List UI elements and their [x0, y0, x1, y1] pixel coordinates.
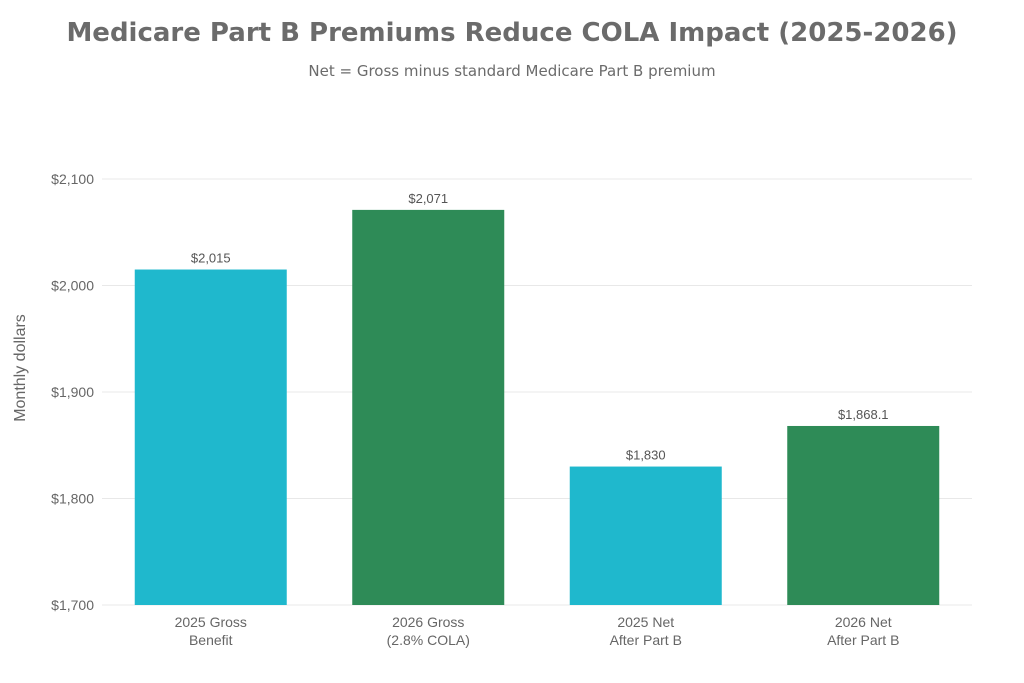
chart-title: Medicare Part B Premiums Reduce COLA Imp…: [66, 18, 958, 48]
bars: [134, 209, 940, 605]
y-tick-label: $1,700: [51, 597, 94, 613]
y-tick-label: $1,900: [51, 384, 94, 400]
data-label: $2,071: [408, 191, 448, 206]
bar: [134, 269, 287, 605]
data-label: $1,868.1: [838, 407, 889, 422]
x-tick-label: 2025 Gross: [175, 614, 247, 630]
chart-subtitle: Net = Gross minus standard Medicare Part…: [308, 62, 716, 80]
y-tick-label: $2,100: [51, 171, 94, 187]
x-tick-label: Benefit: [189, 632, 233, 648]
x-tick-label: After Part B: [610, 632, 682, 648]
bar: [352, 209, 505, 605]
data-label: $2,015: [191, 251, 231, 266]
bar: [569, 466, 722, 605]
data-label: $1,830: [626, 448, 666, 463]
x-tick-label: (2.8% COLA): [387, 632, 470, 648]
x-tick-label: 2025 Net: [617, 614, 674, 630]
x-tick-label: 2026 Net: [835, 614, 892, 630]
y-tick-label: $2,000: [51, 278, 94, 294]
y-axis-label: Monthly dollars: [12, 314, 29, 422]
y-tick-label: $1,800: [51, 491, 94, 507]
bar: [787, 425, 940, 605]
x-axis-ticks: 2025 Gross Benefit 2026 Gross (2.8% COLA) 20…: [175, 614, 900, 648]
x-tick-label: 2026 Gross: [392, 614, 464, 630]
data-labels: $2,015 $2,071 $1,830 $1,868.1: [191, 191, 889, 463]
x-tick-label: After Part B: [827, 632, 899, 648]
y-axis-ticks: $1,700 $1,800 $1,900 $2,000 $2,100: [51, 171, 94, 613]
